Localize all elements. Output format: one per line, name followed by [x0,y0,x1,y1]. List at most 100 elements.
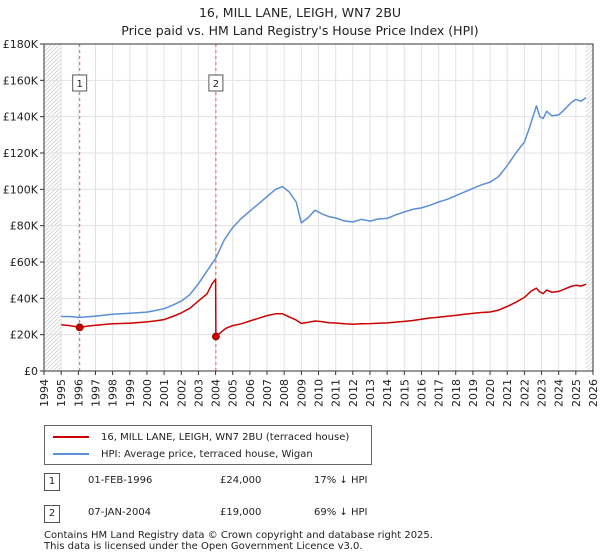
hatch-line [43,266,62,285]
hatch-line [43,150,62,169]
hatch-line [43,306,62,325]
hatch-line [43,134,62,153]
y-tick-label: £100K [3,183,39,196]
hatch-line [585,360,594,369]
hatch-line [585,220,594,229]
hatch-line [585,320,594,329]
hatch-line [585,180,594,189]
hatch-line [585,128,594,137]
hatch-line [43,314,62,333]
hatch-line [43,110,62,129]
chart-title-line2: Price paid vs. HM Land Registry's House … [121,23,479,38]
hatch-line [585,116,594,125]
hatch-line [43,210,62,229]
hatch-line [43,43,49,49]
y-tick-label: £0 [24,365,38,378]
hatch-line [43,238,62,257]
hatch-line [43,86,62,105]
series-line [61,96,587,319]
hatch-line [585,68,594,77]
hatch-line [43,130,62,149]
hatch-line [43,190,62,209]
x-tick-label: 2022 [518,379,531,407]
hatch-line [585,80,594,89]
x-tick-label: 2008 [278,379,291,407]
hatch-line [585,200,594,209]
hatch-line [43,142,62,161]
hatch-line [43,82,62,101]
pre-data-hatch [43,43,62,372]
transaction-price: £24,000 [220,475,262,486]
transaction-hpi-diff: 17% ↓ HPI [314,475,368,486]
x-tick-label: 1996 [72,379,85,407]
hatch-line [585,104,594,113]
hatch-line [43,330,62,349]
hatch-line [43,43,53,53]
transaction-hpi-diff: 69% ↓ HPI [314,507,368,518]
transaction-date: 01-FEB-1996 [88,475,153,486]
x-axis: 1994 1995 1996 1997 1998 1999 2000 2001 2002 2003… [38,371,600,407]
hatch-line [585,256,594,265]
hatch-line [43,322,62,341]
hatch-line [43,338,62,357]
hatch-line [585,344,594,353]
y-tick-label: £140K [3,111,39,124]
hatch-line [43,278,62,297]
hatch-line [43,218,62,237]
hatch-line [43,302,62,321]
x-tick-label: 2018 [450,379,463,407]
hatch-line [585,324,594,333]
post-data-hatch [585,43,594,372]
hatch-line [585,308,594,317]
hatch-line [585,176,594,185]
hatch-line [585,300,594,309]
hatch-line [43,94,62,113]
transaction-box-label: 2 [213,79,219,90]
x-tick-label: 2013 [364,379,377,407]
legend-entry-hpi: HPI: Average price, terraced house, Wiga… [53,446,313,462]
hatch-line [585,152,594,161]
hatch-line [585,88,594,97]
hatch-line [43,298,62,317]
x-tick-label: 2020 [484,379,497,407]
hatch-line [43,342,62,361]
transaction-box [72,74,88,92]
x-tick-label: 2024 [553,379,566,407]
hatch-line [43,46,62,65]
hatch-line [43,54,62,73]
transaction-marker-label: 1 [44,473,60,491]
legend-label-hpi: HPI: Average price, terraced house, Wiga… [101,448,313,460]
hatch-line [585,44,594,53]
hatch-line [585,268,594,277]
x-tick-label: 2000 [141,379,154,407]
hatch-line [585,124,594,133]
hatch-line [585,208,594,217]
hatch-line [43,242,62,261]
hatch-line [43,254,62,273]
hatch-line [43,74,62,93]
hatch-line [585,232,594,241]
x-tick-label: 1998 [107,379,120,407]
hatch-line [585,48,594,57]
hatch-line [585,60,594,69]
hatch-line [43,198,62,217]
x-tick-label: 2019 [467,379,480,407]
hatch-line [43,234,62,253]
series-line [61,278,587,338]
chart-title: 16, MILL LANE, LEIGH, WN7 2BU Price paid… [0,4,600,40]
hatch-line [43,294,62,313]
hatch-line [585,340,594,349]
hatch-line [43,126,62,145]
x-tick-label: 2026 [587,379,600,407]
series-lines [61,96,587,338]
transaction-row: 2 07-JAN-2004 £19,000 69% ↓ HPI [44,505,444,523]
legend-entry-property: 16, MILL LANE, LEIGH, WN7 2BU (terraced … [53,429,349,445]
transaction-box-label: 1 [76,79,82,90]
hatch-line [585,56,594,65]
x-tick-label: 2023 [536,379,549,407]
hatch-line [43,122,62,141]
hatch-line [43,146,62,165]
y-tick-label: £60K [10,256,39,269]
hatch-line [585,156,594,165]
